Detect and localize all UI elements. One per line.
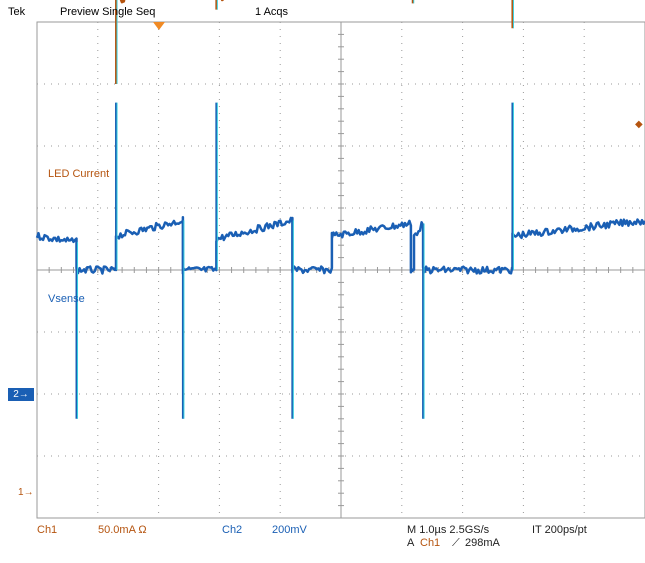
ch2-scale-readout[interactable]: 200mV [272, 524, 307, 536]
trigger-source[interactable]: Ch1 [420, 537, 441, 549]
trigger-level-readout[interactable]: 298mA [465, 537, 500, 549]
ch1-scale-readout[interactable]: 50.0mA Ω [98, 524, 147, 536]
trigger-slope-icon[interactable]: ⟋ [452, 537, 460, 549]
arrow-right-icon: → [18, 389, 29, 400]
ch1-readout-label[interactable]: Ch1 [37, 524, 58, 536]
trigger-position-marker [153, 22, 165, 30]
ch1-marker-number: 1 [18, 487, 24, 498]
ch2-marker-number: 2 [13, 389, 19, 400]
ch1-trace-label: LED Current [48, 168, 110, 180]
ch2-trace-label: Vsense [48, 293, 85, 305]
acquisition-mode: Preview Single Seq [60, 6, 156, 18]
arrow-right-icon: → [23, 487, 34, 498]
ch2-waveform [35, 102, 645, 419]
ch2-ground-marker[interactable]: 2→ [8, 388, 34, 401]
ch1-waveform [115, 0, 519, 84]
trigger-prefix: A [407, 537, 415, 549]
brand-label: Tek [8, 6, 26, 18]
trigger-level-arrow-icon[interactable]: ◆ [635, 119, 643, 130]
graticule-grid [36, 21, 645, 519]
ch2-readout-label[interactable]: Ch2 [222, 524, 243, 536]
interpolation-readout: IT 200ps/pt [532, 524, 587, 536]
horizontal-readout[interactable]: M 1.0µs 2.5GS/s [407, 524, 490, 536]
ch1-ground-marker[interactable]: 1→ [18, 487, 34, 498]
status-bar: Tek Preview Single Seq 1 Acqs [0, 0, 645, 22]
readout-bar: Ch1 50.0mA Ω Ch2 200mV M 1.0µs 2.5GS/s I… [0, 520, 645, 563]
waveform-line [35, 215, 645, 275]
acquisition-count: 1 Acqs [255, 6, 289, 18]
